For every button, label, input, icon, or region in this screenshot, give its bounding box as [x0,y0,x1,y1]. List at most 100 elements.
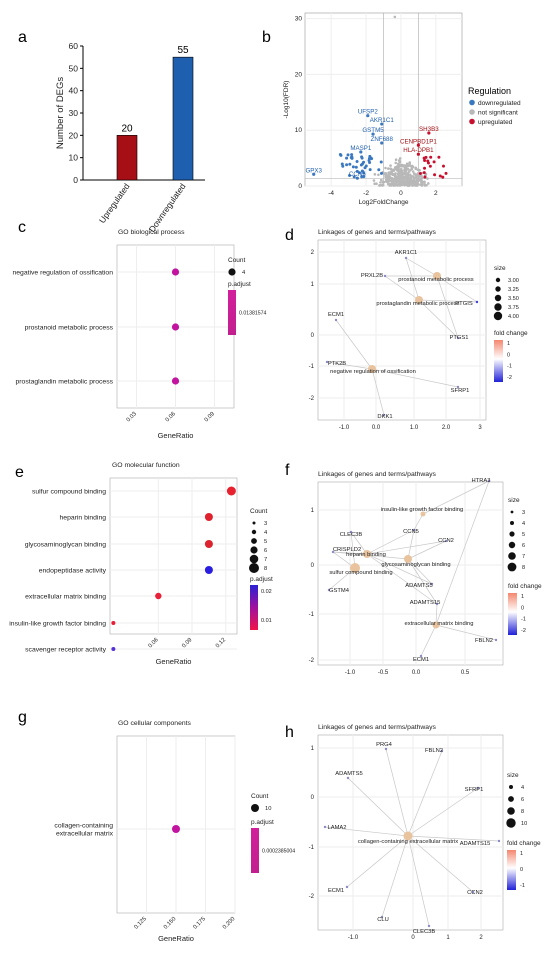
gene-label: ADAMTS5 [335,771,362,777]
x-tick-label: -1.0 [339,425,350,431]
point-not-significant [394,158,398,161]
point-not-significant [393,174,397,178]
gene-node [412,528,416,532]
network-edge [407,558,433,585]
legend-size-label: 5 [522,532,525,538]
legend-fold-tick: -1 [521,617,526,623]
gene-label: PTGIS [455,301,473,307]
point-not-significant [409,165,413,168]
point-not-significant [414,183,418,187]
network-edge [420,624,437,657]
point-upregulated [423,159,427,163]
legend-size-label: 5 [264,539,267,545]
legend-color-title: p.adjust [228,281,251,288]
point-upregulated [416,143,420,147]
legend-item: not significant [478,110,518,117]
point-not-significant [403,166,407,169]
legend-size-dot [508,541,516,549]
dot [204,566,213,574]
legend-fold-tick: -2 [521,628,526,634]
point-upregulated [422,156,426,160]
gene-label-up: CENPBD1P1 [400,138,437,145]
point-not-significant [384,166,387,170]
gene-node [487,479,491,483]
point-downregulated [355,169,359,173]
y-tick-label: -2 [309,894,315,900]
legend-size-dot [251,529,257,535]
gene-label: ADAMTS15 [410,600,441,606]
point-upregulated [441,164,445,168]
plot-title: Linkages of genes and terms/pathways [318,471,436,478]
legend-fold-tick: 1 [520,851,523,857]
gene-label: CRISPLD2 [333,547,361,553]
point-not-significant [418,174,421,178]
gene-label: CLEC3B [413,929,436,935]
legend-fold-tick: -2 [507,375,512,381]
point-upregulated [444,171,448,175]
term-label: collagen-containing extracellular matrix [358,839,458,845]
x-tick-label: -0.5 [378,670,389,676]
point-not-significant [377,173,380,177]
network-edge [407,787,479,837]
gene-label-up: HLA-DPB1 [403,147,434,154]
network-edge [326,361,373,370]
legend-size-label: 4 [264,530,268,536]
legend-size-label: 4 [242,270,246,276]
term-node [433,272,441,280]
point-downregulated [363,166,367,170]
term-label: extracellular matrix binding [405,621,474,627]
point-not-significant [391,173,395,176]
network-edge [324,826,409,837]
point-not-significant [389,164,392,167]
dot [226,486,236,496]
network-edge [405,257,420,301]
point-not-significant [416,172,420,175]
gene-node [383,274,387,278]
network-edge [422,480,490,515]
point-downregulated [348,162,352,166]
legend-size-dot [510,510,514,514]
term-label: prostanoid metabolic process [398,277,474,283]
gene-label: SFRP1 [465,787,484,793]
legend-size-dot [228,268,236,276]
point-not-significant [400,171,404,175]
point-downregulated [377,168,381,172]
legend-color-bar [250,585,258,630]
legend-size-dot [251,538,257,544]
point-not-significant [411,184,414,187]
gene-node [380,915,384,919]
point-upregulated [423,175,427,179]
gene-node [323,825,327,829]
legend-color-bar [228,290,236,335]
panel-c-letter: c [18,219,26,236]
term-node [404,555,412,563]
point-not-significant [409,168,412,172]
y-tick-label: -1 [309,612,315,618]
point-not-significant [386,175,390,179]
category-label: scavenger receptor activity [25,647,106,654]
dot [111,621,116,625]
x-axis-label: GeneRatio [158,431,194,440]
point-not-significant [419,179,423,183]
legend-color-title: p.adjust [251,819,274,826]
point-upregulated [423,166,427,170]
panel-d-network: Linkages of genes and terms/pathways -1.0… [309,229,528,431]
x-tick-label: 0.5 [461,670,470,676]
network-edge [366,553,438,605]
legend-item: downregulated [478,100,521,107]
point-upregulated [427,131,431,135]
gene-node [476,786,480,790]
legend-size-label: 10 [265,806,271,812]
legend-color-tick: 0.01 [261,618,272,624]
dot [171,377,180,385]
point-downregulated [346,153,350,157]
y-tick-label: 10 [69,153,79,163]
point-not-significant [418,177,422,181]
network-edge [366,529,415,555]
legend-size-label: 3.50 [508,296,519,302]
y-tick-label: 0 [311,795,315,801]
gene-node [346,776,350,780]
point-downregulated [380,141,384,145]
point-downregulated [360,169,364,173]
